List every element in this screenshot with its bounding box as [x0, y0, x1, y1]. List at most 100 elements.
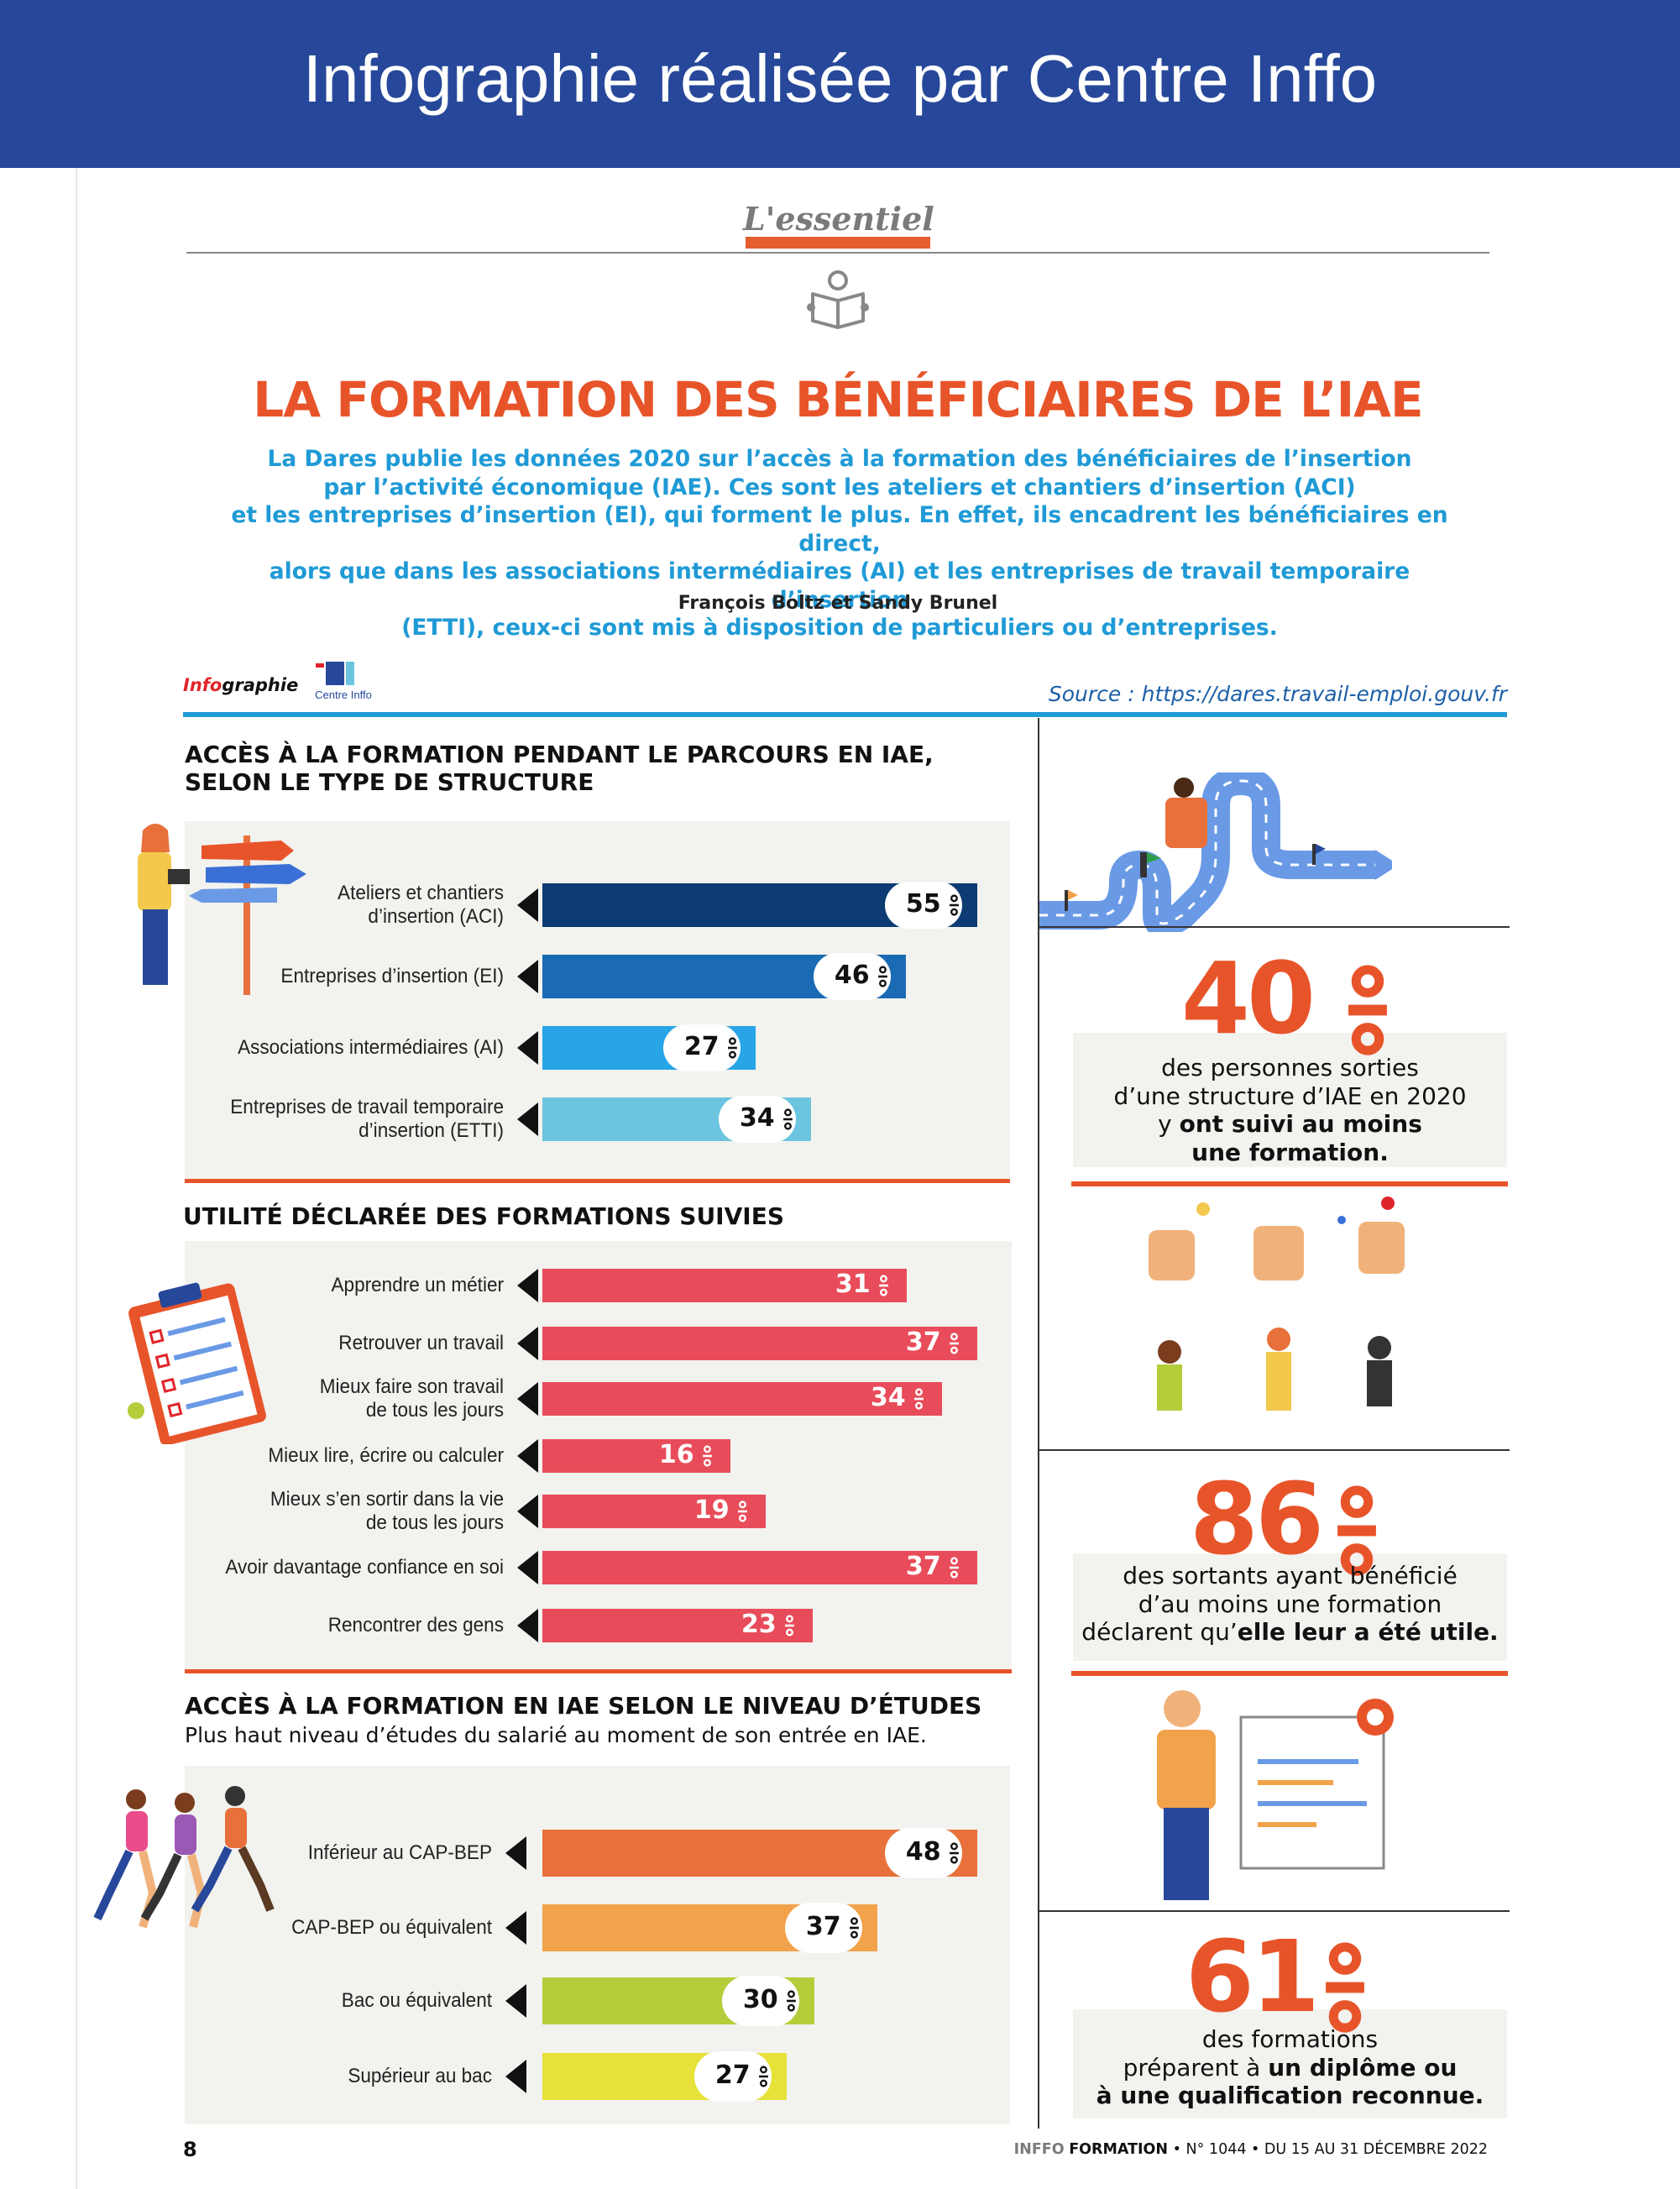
column-divider [1038, 718, 1039, 2129]
percent-icon [783, 1108, 793, 1130]
bar-value-label: 27 [694, 2061, 768, 2090]
bar-label: Mieux lire, écrire ou calculer [180, 1444, 504, 1468]
stat-caption-line: des formations [1201, 2025, 1379, 2053]
winding-road-illustration [1039, 772, 1392, 932]
stat-caption-line: une formation. [1191, 1138, 1389, 1166]
bar-label-line: Apprendre un métier [331, 1274, 504, 1296]
bar-pointer [517, 1439, 538, 1473]
percent-icon [1326, 1942, 1364, 2033]
bar-label: Rencontrer des gens [180, 1614, 504, 1637]
bar-value-label: 37 [885, 1328, 959, 1357]
stat-separator [1071, 1671, 1508, 1676]
bar-value-number: 30 [742, 1985, 778, 2014]
bar [542, 1609, 813, 1642]
bar-value-number: 27 [714, 2061, 751, 2090]
stat-caption-line: y ont suivi au moins [1158, 1110, 1422, 1138]
bar-label: Apprendre un métier [180, 1274, 504, 1297]
bar-label-line: Associations intermédiaires (AI) [238, 1036, 504, 1059]
bar [542, 1327, 977, 1360]
mag-name-1: INFFO [1013, 2141, 1065, 2158]
stat-caption-line: d’une structure d’IAE en 2020 [1113, 1081, 1467, 1110]
percent-icon [950, 1841, 959, 1864]
magazine-footer: INFFO FORMATION • N° 1044 • DU 15 AU 31 … [924, 2141, 1488, 2158]
intro-text: La Dares publie les données 2020 sur l’a… [218, 445, 1461, 642]
bar-value-label: 19 [673, 1495, 747, 1525]
book-icon [807, 270, 869, 329]
bar-label-line: CAP-BEP ou équivalent [291, 1916, 492, 1939]
bar-pointer [505, 2060, 526, 2093]
bar-value-number: 46 [834, 961, 870, 990]
bar-value-label: 30 [722, 1985, 796, 2014]
bar-value-number: 16 [658, 1440, 694, 1469]
bar-value-number: 23 [741, 1610, 777, 1639]
bar-label: Bac ou équivalent [168, 1989, 492, 2013]
section-separator [185, 1669, 1012, 1673]
bar-value-label: 16 [638, 1440, 712, 1469]
bar-value-number: 27 [683, 1032, 720, 1061]
percent-icon [785, 1614, 794, 1637]
percent-icon [1325, 1941, 1367, 2042]
bar-label-line: Entreprises d’insertion (EI) [280, 965, 504, 987]
infographie-label: Infographie [183, 675, 298, 695]
percent-icon [1337, 1485, 1376, 1576]
bar-value-bubble [694, 2051, 772, 2102]
bar-label: Mieux s’en sortir dans la vie de tous les… [180, 1488, 504, 1535]
intro-line: (ETTI), ceux-ci sont mis à disposition d… [401, 615, 1278, 641]
stat-box-61 [1073, 2009, 1507, 2118]
bar-value-number: 31 [835, 1270, 871, 1299]
section-etudes-title: ACCÈS À LA FORMATION EN IAE SELON LE NIV… [185, 1692, 982, 1720]
bar-label-line: Entreprises de travail temporaire [230, 1096, 504, 1118]
presentation-board-illustration [1157, 1690, 1394, 1900]
bar [542, 1382, 942, 1416]
bar-value-number: 37 [805, 1912, 841, 1941]
bar-value-label: 23 [720, 1610, 794, 1639]
bar-value-bubble [663, 1024, 741, 1071]
bar-pointer [517, 1551, 538, 1584]
bar-value-bubble [885, 882, 962, 929]
bar-label: Mieux faire son travail de tous les jours [180, 1375, 504, 1422]
stat-box-40 [1073, 1033, 1507, 1167]
percent-icon [850, 1916, 859, 1939]
intro-line: alors que dans les associations interméd… [269, 558, 1410, 613]
bar-label: Ateliers et chantiers d’insertion (ACI) [180, 882, 504, 929]
bar-pointer [517, 1327, 538, 1360]
mag-name-2: FORMATION [1069, 2141, 1169, 2158]
percent-icon [759, 2065, 768, 2087]
bar-label-line: Rencontrer des gens [327, 1614, 504, 1637]
bar-pointer [517, 888, 538, 922]
bar-label-line: Supérieur au bac [348, 2065, 492, 2087]
bar-label: Inférieur au CAP-BEP [168, 1841, 492, 1865]
bar-value-label: 37 [785, 1912, 859, 1941]
percent-icon [1348, 964, 1390, 1065]
bar-label-line: Retrouver un travail [338, 1332, 504, 1354]
percent-icon [914, 1387, 924, 1410]
bar-label-line: d’insertion (ACI) [368, 905, 504, 928]
bar-value-number: 34 [870, 1383, 906, 1412]
bar-value-label: 34 [719, 1103, 793, 1133]
stat-box-86 [1073, 1553, 1507, 1661]
bar-value-number: 34 [739, 1103, 775, 1133]
bar-pointer [517, 1382, 538, 1416]
bar-label: CAP-BEP ou équivalent [168, 1916, 492, 1940]
bar-label: Retrouver un travail [180, 1332, 504, 1355]
centre-inffo-logo: Centre Inffo [315, 662, 372, 701]
percent-icon [1337, 1485, 1379, 1585]
bar-value-label: 46 [814, 961, 887, 990]
banner-title: Infographie réalisée par Centre Inffo [302, 41, 1378, 116]
bar [542, 1551, 977, 1584]
stat-separator [1071, 1181, 1508, 1186]
percent-icon [728, 1036, 737, 1059]
bar-label: Entreprises de travail temporaire d’inser… [180, 1096, 504, 1143]
bar-value-label: 34 [850, 1383, 924, 1412]
bar [542, 1495, 766, 1528]
bar-label-line: d’insertion (ETTI) [359, 1119, 504, 1142]
bar-label-line: Mieux lire, écrire ou calculer [268, 1444, 504, 1467]
infographie-label-rest: graphie [222, 675, 299, 695]
source-text: Source : https://dares.travail-emploi.go… [1048, 682, 1507, 706]
bar-label-line: Mieux s’en sortir dans la vie [270, 1488, 504, 1511]
stat-value-86: 86 [1189, 1461, 1324, 1577]
bar-label-line: Avoir davantage confiance en soi [225, 1556, 504, 1579]
bar-label: Entreprises d’insertion (EI) [180, 965, 504, 988]
bar-value-bubble [719, 1096, 796, 1143]
section-acces-title-l2: SELON LE TYPE DE STRUCTURE [185, 768, 594, 796]
